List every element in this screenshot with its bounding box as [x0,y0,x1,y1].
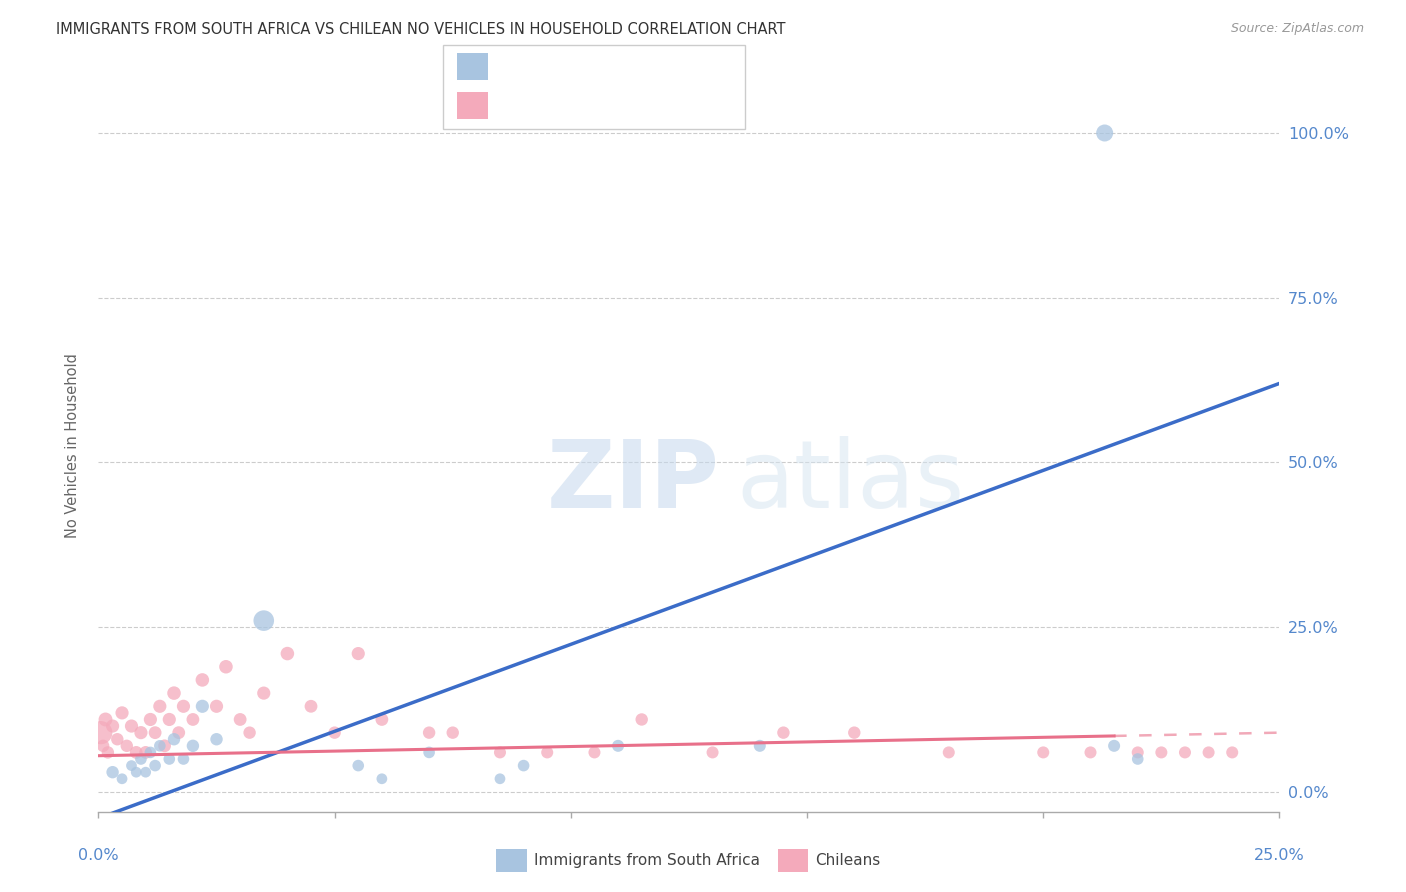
Point [167,725,190,739]
Point [215,659,238,673]
Point [489,746,512,760]
Point [371,772,394,786]
Point [371,713,394,727]
Point [181,713,204,727]
Point [1094,126,1116,140]
Point [1102,739,1125,753]
Point [536,746,558,760]
Point [181,739,204,753]
Point [125,746,148,760]
Point [253,614,276,628]
Point [1032,746,1054,760]
Point [125,765,148,780]
Point [121,719,143,733]
Y-axis label: No Vehicles in Household: No Vehicles in Household [65,353,80,539]
Text: 25.0%: 25.0% [1254,848,1305,863]
Point [1126,746,1149,760]
Text: Immigrants from South Africa: Immigrants from South Africa [534,854,761,868]
Point [135,746,157,760]
Point [607,739,630,753]
Point [111,772,134,786]
Point [630,713,652,727]
Point [149,699,172,714]
Point [938,746,960,760]
Point [205,699,228,714]
Point [163,732,186,747]
Point [347,758,370,772]
Point [153,739,176,753]
Point [101,719,124,733]
Point [121,758,143,772]
Point [1126,752,1149,766]
Point [748,739,770,753]
Point [1198,746,1220,760]
Text: atlas: atlas [737,436,965,528]
Text: N = 49: N = 49 [619,97,676,115]
Point [441,725,464,739]
Text: R = 0.620: R = 0.620 [499,60,582,78]
Point [101,765,124,780]
Point [91,739,114,753]
Point [115,739,138,753]
Text: ZIP: ZIP [547,436,720,528]
Point [489,772,512,786]
Point [347,647,370,661]
Point [149,739,172,753]
Point [157,752,180,766]
Point [1174,746,1197,760]
Point [129,752,152,766]
Point [111,706,134,720]
Point [143,758,166,772]
Point [844,725,866,739]
Point [90,725,112,739]
Text: R = 0.070: R = 0.070 [499,97,582,115]
Point [1220,746,1243,760]
Point [172,699,194,714]
Point [276,647,298,661]
Text: Chileans: Chileans [815,854,880,868]
Point [583,746,606,760]
Point [323,725,346,739]
Point [418,746,440,760]
Point [1080,746,1102,760]
Text: IMMIGRANTS FROM SOUTH AFRICA VS CHILEAN NO VEHICLES IN HOUSEHOLD CORRELATION CHA: IMMIGRANTS FROM SOUTH AFRICA VS CHILEAN … [56,22,786,37]
Point [512,758,534,772]
Point [253,686,276,700]
Point [191,673,214,687]
Text: Source: ZipAtlas.com: Source: ZipAtlas.com [1230,22,1364,36]
Point [239,725,262,739]
Point [139,746,162,760]
Point [139,713,162,727]
Point [97,746,120,760]
Point [702,746,724,760]
Point [143,725,166,739]
Point [105,732,128,747]
Point [172,752,194,766]
Text: N = 28: N = 28 [619,60,676,78]
Point [191,699,214,714]
Point [157,713,180,727]
Point [299,699,322,714]
Point [229,713,252,727]
Point [418,725,440,739]
Point [163,686,186,700]
Text: 0.0%: 0.0% [79,848,118,863]
Point [772,725,794,739]
Point [1150,746,1173,760]
Point [94,713,117,727]
Point [135,765,157,780]
Point [129,725,152,739]
Point [205,732,228,747]
